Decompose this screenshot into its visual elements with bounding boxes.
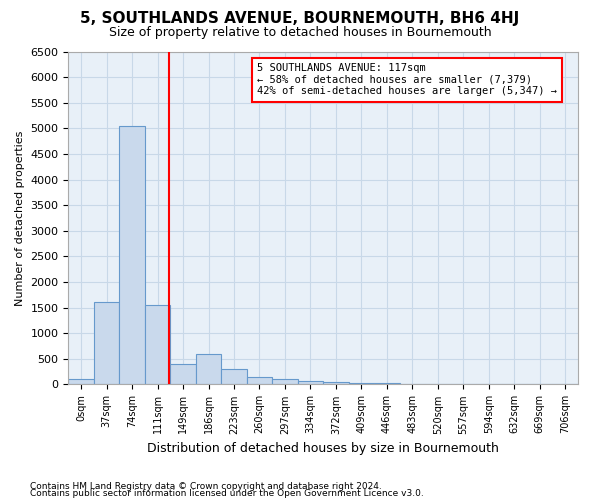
Text: 5, SOUTHLANDS AVENUE, BOURNEMOUTH, BH6 4HJ: 5, SOUTHLANDS AVENUE, BOURNEMOUTH, BH6 4…: [80, 11, 520, 26]
Text: 5 SOUTHLANDS AVENUE: 117sqm
← 58% of detached houses are smaller (7,379)
42% of : 5 SOUTHLANDS AVENUE: 117sqm ← 58% of det…: [257, 63, 557, 96]
Bar: [272, 380, 298, 384]
Bar: [68, 380, 94, 384]
Text: Contains public sector information licensed under the Open Government Licence v3: Contains public sector information licen…: [30, 489, 424, 498]
Y-axis label: Number of detached properties: Number of detached properties: [15, 130, 25, 306]
Bar: [221, 369, 247, 384]
Bar: [170, 364, 196, 384]
Bar: [145, 305, 170, 384]
Bar: [247, 377, 272, 384]
Bar: [94, 302, 119, 384]
Bar: [119, 126, 145, 384]
Text: Contains HM Land Registry data © Crown copyright and database right 2024.: Contains HM Land Registry data © Crown c…: [30, 482, 382, 491]
Bar: [349, 383, 374, 384]
Text: Size of property relative to detached houses in Bournemouth: Size of property relative to detached ho…: [109, 26, 491, 39]
X-axis label: Distribution of detached houses by size in Bournemouth: Distribution of detached houses by size …: [147, 442, 499, 455]
Bar: [323, 382, 349, 384]
Bar: [196, 354, 221, 384]
Bar: [298, 380, 323, 384]
